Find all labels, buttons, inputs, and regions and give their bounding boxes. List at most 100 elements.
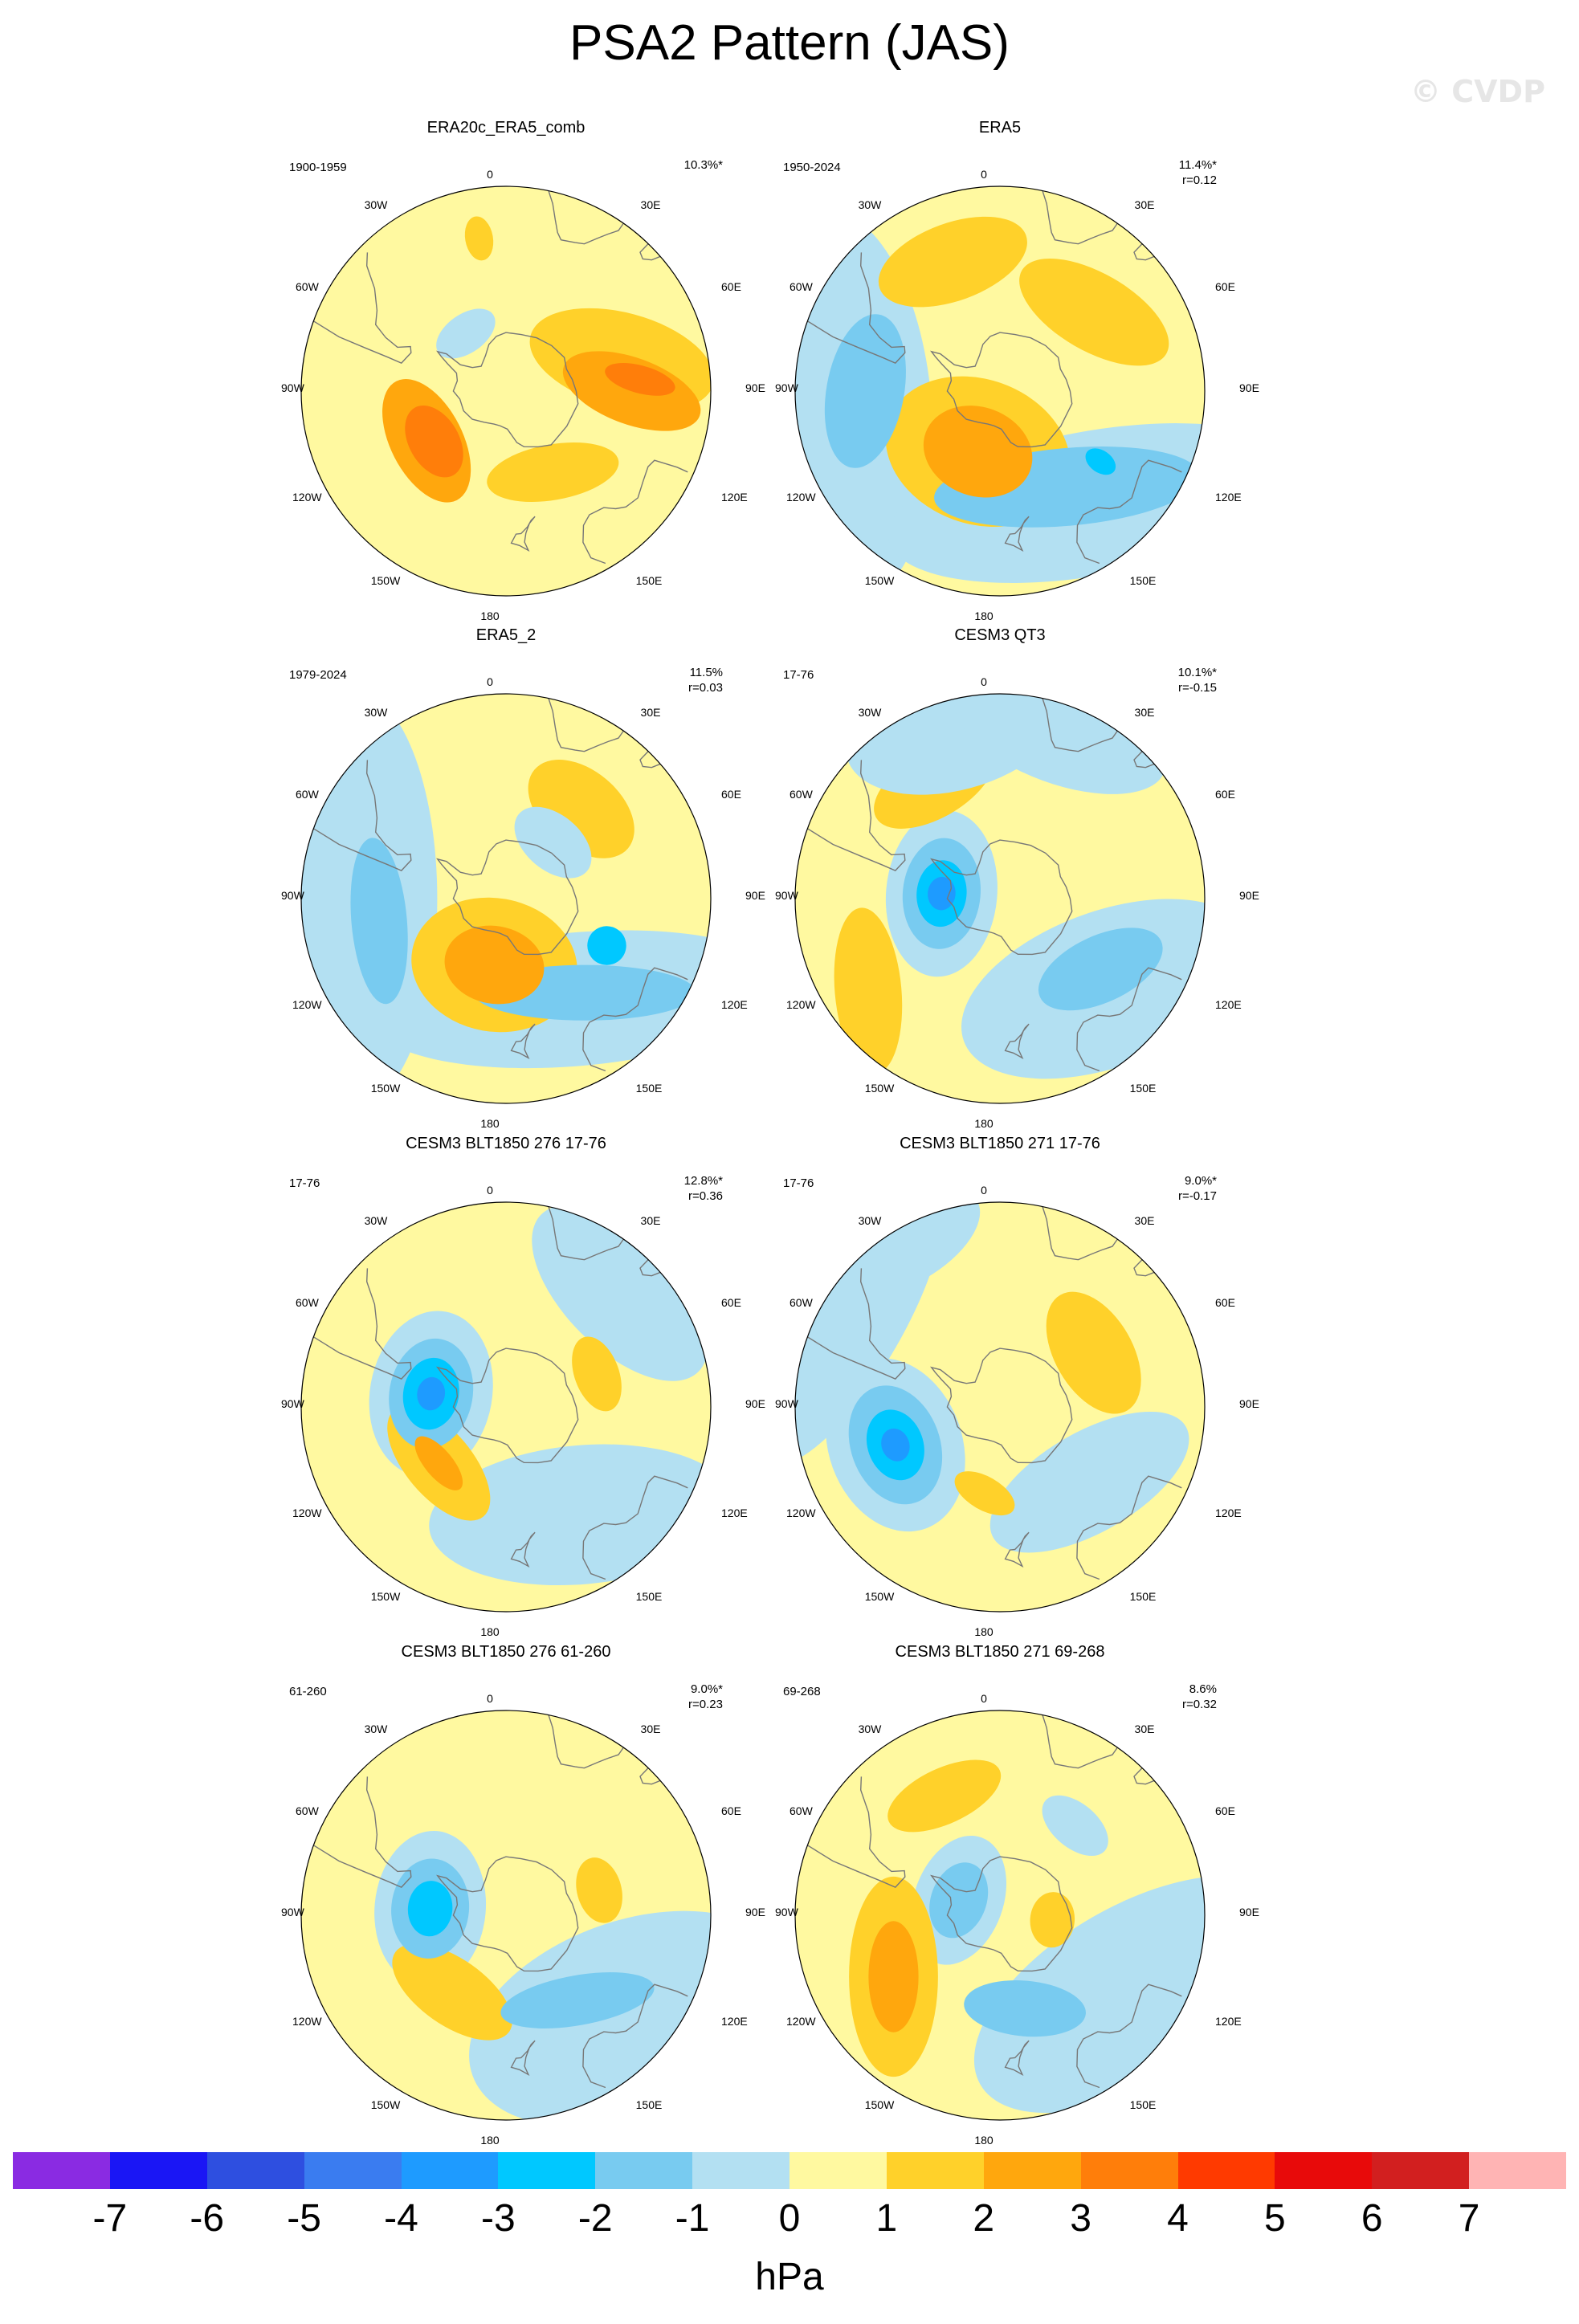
variance-pct: 11.5% [689,666,723,679]
longitude-label: 90W [775,381,798,394]
colorbar-tick-label: 2 [973,2197,995,2240]
negative-anomaly-contour [407,1881,453,1937]
positive-anomaly-contour [572,1336,622,1412]
positive-anomaly-contour [487,442,619,503]
coastline [1076,967,1182,1072]
variance-pct: 8.6% [1189,1682,1217,1696]
longitude-label: 0 [487,1184,493,1197]
longitude-label: 120W [292,491,322,504]
colorbar-tick-label: -3 [481,2197,516,2240]
coastline [436,332,579,448]
negative-anomaly-contour [1038,928,1163,1011]
longitude-label: 120W [292,1507,322,1519]
variance-pct: 10.1%* [1177,666,1217,679]
longitude-label: 60E [1215,788,1235,801]
longitude-label: 0 [981,168,987,181]
panel-period: 1900-1959 [289,161,347,174]
colorbar-tick-label: 1 [875,2197,898,2240]
coastline [582,1984,688,2089]
panel-stats: 11.5% r=0.03 [688,665,723,695]
panel-stats: 12.8%* r=0.36 [684,1173,723,1204]
colorbar-tick-label: 5 [1264,2197,1286,2240]
longitude-label: 150W [864,1590,895,1603]
negative-anomaly-contour [824,314,906,468]
longitude-label: 90W [775,1397,798,1410]
longitude-label: 150W [370,2098,401,2111]
longitude-label: 180 [974,1625,994,1638]
map-boundary [794,693,1206,1104]
positive-anomaly-contour [1030,1892,1075,1948]
longitude-label: 150W [864,2098,895,2111]
longitude-label: 120W [292,2015,322,2028]
figure-title: PSA2 Pattern (JAS) [569,15,1010,71]
longitude-label: 60E [721,788,741,801]
coastline [1133,751,1166,769]
longitude-label: 150E [635,1082,663,1095]
colorbar-tick-label: -4 [384,2197,418,2240]
map-boundary [300,693,712,1104]
pattern-correlation: r=0.03 [688,681,723,695]
longitude-label: 30W [858,1214,882,1227]
longitude-label: 150W [864,574,895,587]
longitude-label: 90W [281,1906,304,1918]
longitude-label: 30W [364,1723,388,1735]
longitude-label: 90W [281,889,304,902]
polar-map [300,693,712,1104]
map-boundary [300,186,712,597]
colorbar [13,2152,1566,2189]
coastline [1076,459,1182,565]
panel-period: 1979-2024 [289,668,347,682]
panel-title: ERA20c_ERA5_comb [426,119,585,137]
longitude-label: 60E [1215,280,1235,293]
panel-period: 17-76 [783,1176,814,1190]
panel-title: CESM3 QT3 [954,626,1046,644]
map-panel: CESM3 BLT1850 271 17-76 17-76 9.0%* r=-0.17… [751,1135,1259,1638]
polar-map [300,1710,712,2121]
longitude-label: 90E [1239,381,1259,394]
coastline [1004,2040,1030,2077]
longitude-label: 120E [1215,2015,1242,2028]
negative-anomaly-contour [532,1205,708,1381]
coastline [1004,1531,1030,1568]
pattern-correlation: r=0.12 [1182,173,1217,187]
negative-anomaly-contour [928,876,956,911]
longitude-label: 30E [1134,198,1155,211]
longitude-label: 60E [721,280,741,293]
colorbar-swatch [1372,2152,1470,2189]
longitude-label: 120W [786,1507,816,1519]
longitude-label: 150E [1129,574,1157,587]
panel-stats: 8.6% r=0.32 [1182,1682,1217,1712]
negative-anomaly-contour [436,308,496,359]
longitude-label: 0 [487,168,493,181]
pattern-correlation: r=-0.17 [1178,1189,1217,1203]
colorbar-swatch [109,2152,207,2189]
negative-anomaly-contour [964,1979,1086,2037]
longitude-label: 0 [487,675,493,688]
longitude-label: 90E [1239,889,1259,902]
variance-pct: 9.0%* [690,1682,723,1696]
panel-stats: 10.1%* r=-0.15 [1178,665,1217,695]
variance-pct: 12.8%* [683,1174,723,1188]
negative-anomaly-contour [514,806,592,879]
colorbar-swatch [1469,2152,1566,2189]
panel-stats: 9.0%* r=-0.17 [1178,1173,1217,1204]
panel-title: ERA5_2 [475,626,537,644]
coastline [1133,1767,1166,1785]
positive-anomaly-contour [576,1857,622,1923]
panel-title: ERA5 [978,119,1022,137]
longitude-label: 150E [635,1590,663,1603]
negative-anomaly-contour [881,1428,910,1462]
coastline [1042,1714,1118,1769]
longitude-label: 90W [775,1906,798,1918]
coastline [510,2040,536,2077]
negative-anomaly-contour [587,926,626,965]
coastline [313,252,412,364]
polar-map [794,1710,1206,2121]
panel-period: 69-268 [783,1685,821,1698]
positive-anomaly-contour [923,406,1033,498]
positive-anomaly-contour [834,907,903,1074]
longitude-label: 180 [480,1625,500,1638]
coastline [930,332,1073,448]
longitude-label: 120E [721,2015,748,2028]
negative-anomaly-contour [973,1875,1205,2114]
